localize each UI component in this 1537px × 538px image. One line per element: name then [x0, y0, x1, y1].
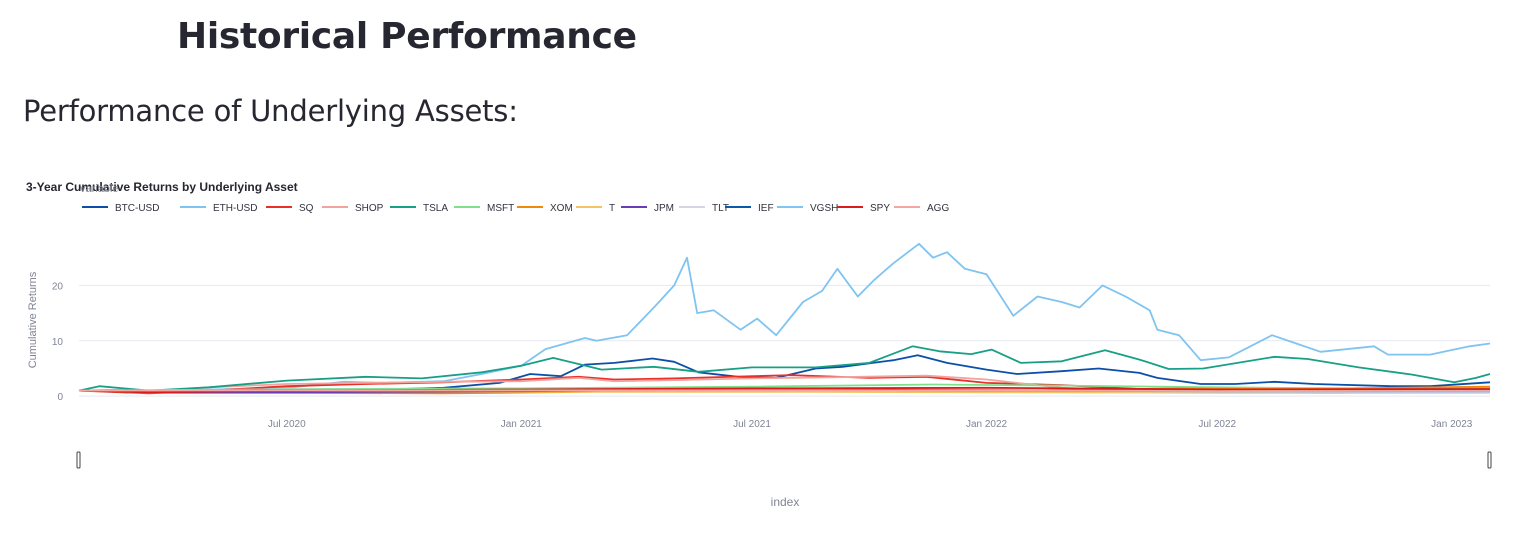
- page-title: Historical Performance: [177, 16, 637, 57]
- legend-item-t[interactable]: T: [576, 203, 615, 214]
- legend-item-btc-usd[interactable]: BTC-USD: [82, 203, 159, 214]
- x-tick-label: Jul 2021: [733, 419, 771, 430]
- series-line-spy[interactable]: [78, 386, 1491, 394]
- series-line-eth-usd[interactable]: [78, 242, 1491, 393]
- range-slider-track[interactable]: [79, 452, 1489, 468]
- legend-label: TLT: [712, 203, 729, 214]
- series-line-agg[interactable]: [78, 389, 1491, 393]
- legend-item-tlt[interactable]: TLT: [679, 203, 729, 214]
- x-axis-label: index: [771, 495, 800, 509]
- legend-label: AGG: [927, 203, 949, 214]
- legend-item-sq[interactable]: SQ: [266, 203, 314, 214]
- legend-title: variable: [80, 183, 119, 195]
- legend-item-eth-usd[interactable]: ETH-USD: [180, 203, 257, 214]
- section-heading: Performance of Underlying Assets:: [23, 94, 518, 128]
- legend-label: T: [609, 203, 615, 214]
- x-tick-label: Jan 2022: [966, 419, 1008, 430]
- legend-item-shop[interactable]: SHOP: [322, 203, 384, 214]
- cumulative-returns-line-chart[interactable]: 3-Year Cumulative Returns by Underlying …: [0, 170, 1537, 525]
- legend-label: SHOP: [355, 203, 384, 214]
- legend-label: TSLA: [423, 203, 448, 214]
- legend-item-ief[interactable]: IEF: [725, 203, 774, 214]
- legend-label: SPY: [870, 203, 890, 214]
- y-axis-ticks: 0 10 20: [52, 281, 64, 403]
- x-tick-label: Jul 2022: [1198, 419, 1236, 430]
- legend-label: XOM: [550, 203, 573, 214]
- legend-item-tsla[interactable]: TSLA: [390, 203, 448, 214]
- legend-label: MSFT: [487, 203, 514, 214]
- y-tick-label: 10: [52, 337, 64, 348]
- x-axis-ticks: Jul 2020 Jan 2021 Jul 2021 Jan 2022 Jul 2022…: [268, 419, 1473, 430]
- legend-item-jpm[interactable]: JPM: [621, 203, 674, 214]
- y-gridlines: [79, 284, 1490, 397]
- legend-item-agg[interactable]: AGG: [894, 203, 949, 214]
- legend-label: BTC-USD: [115, 203, 159, 214]
- chart-title: 3-Year Cumulative Returns by Underlying …: [26, 180, 298, 194]
- x-tick-label: Jul 2020: [268, 419, 306, 430]
- legend-item-vgsh[interactable]: VGSH: [777, 203, 838, 214]
- x-tick-label: Jan 2021: [501, 419, 543, 430]
- legend-item-msft[interactable]: MSFT: [454, 203, 514, 214]
- series-lines[interactable]: [78, 242, 1491, 395]
- legend-label: JPM: [654, 203, 674, 214]
- legend-item-spy[interactable]: SPY: [837, 203, 890, 214]
- series-line-tsla[interactable]: [78, 345, 1491, 392]
- legend-label: IEF: [758, 203, 774, 214]
- chart-legend[interactable]: BTC-USD ETH-USD SQ SHOP TSLA MSFT XOM T JPM TLT IE…: [82, 203, 949, 214]
- legend-label: SQ: [299, 203, 314, 214]
- range-slider-left-handle[interactable]: [76, 451, 81, 469]
- x-tick-label: Jan 2023: [1431, 419, 1473, 430]
- legend-item-xom[interactable]: XOM: [517, 203, 573, 214]
- legend-label: VGSH: [810, 203, 838, 214]
- y-axis-label: Cumulative Returns: [27, 271, 39, 368]
- legend-label: ETH-USD: [213, 203, 257, 214]
- range-slider[interactable]: [76, 451, 1492, 469]
- y-tick-label: 0: [57, 392, 63, 403]
- range-slider-right-handle[interactable]: [1487, 451, 1492, 469]
- y-tick-label: 20: [52, 281, 64, 292]
